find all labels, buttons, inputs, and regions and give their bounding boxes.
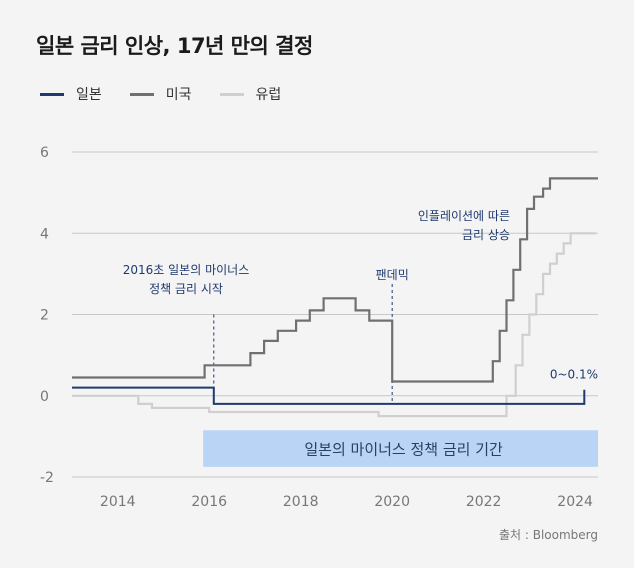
source-note: 출처 : Bloomberg: [498, 528, 598, 542]
x-tick-label: 2024: [557, 494, 593, 510]
x-tick-label: 2016: [191, 494, 227, 510]
series-line-japan: [72, 386, 586, 405]
annotation-pandemic: 팬데믹: [376, 268, 409, 282]
y-tick-label: -2: [40, 470, 54, 486]
legend-swatch-japan: [40, 92, 64, 96]
y-tick-label: 4: [40, 226, 49, 242]
legend-swatch-us: [129, 92, 154, 96]
y-tick-label: 6: [40, 145, 49, 161]
legend-label-us: 미국: [165, 87, 192, 103]
x-tick-label: 2018: [283, 494, 319, 510]
x-tick-label: 2022: [466, 494, 502, 510]
legend: 일본 미국 유럽: [40, 84, 309, 104]
legend-label-eu: 유럽: [255, 87, 282, 103]
series-line-us: [72, 177, 598, 383]
series-line-eu: [72, 232, 596, 418]
x-tick-label: 2014: [100, 494, 136, 510]
annotation-current-rate: 0~0.1%: [550, 367, 598, 381]
legend-label-japan: 일본: [76, 87, 102, 103]
x-tick-label: 2020: [374, 494, 410, 510]
annotation-inflation: 인플레이션에 따른: [418, 209, 510, 223]
annotation-inflation: 금리 상승: [462, 228, 510, 242]
annotation-negative-start: 2016초 일본의 마이너스: [123, 263, 250, 277]
legend-item-eu: 유럽: [219, 84, 282, 104]
band-label: 일본의 마이너스 정책 금리 기간: [304, 441, 503, 459]
legend-item-japan: 일본: [40, 84, 102, 104]
negative-rate-band: [203, 430, 598, 467]
y-tick-label: 2: [40, 308, 49, 324]
annotation-negative-start: 정책 금리 시작: [149, 281, 223, 296]
legend-item-us: 미국: [129, 84, 192, 104]
chart-title: 일본 금리 인상, 17년 만의 결정: [36, 34, 313, 58]
y-tick-label: 0: [40, 389, 49, 405]
legend-swatch-eu: [219, 92, 244, 96]
